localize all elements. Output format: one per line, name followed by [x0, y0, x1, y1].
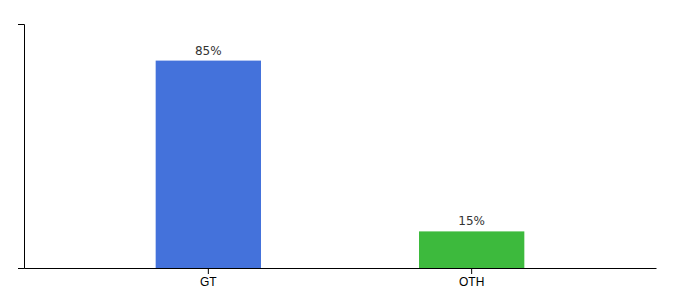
y-axis-line — [18, 25, 25, 269]
x-axis: GT OTH — [25, 268, 657, 289]
x-tick: GT — [200, 268, 217, 289]
x-tick-label: GT — [200, 275, 217, 289]
bar — [156, 61, 261, 268]
x-axis-line — [25, 268, 657, 269]
x-tick-mark — [471, 268, 472, 274]
x-tick-label: OTH — [459, 275, 484, 289]
data-labels: 85% 15% — [195, 44, 485, 229]
bar — [419, 231, 524, 268]
x-tick-mark — [208, 268, 209, 274]
data-label: 85% — [195, 44, 222, 58]
x-tick: OTH — [459, 268, 484, 289]
bars — [156, 61, 525, 268]
chart: GT OTH 85% 15% — [0, 0, 680, 300]
data-label: 15% — [458, 214, 485, 228]
y-axis — [18, 25, 25, 269]
plot: GT OTH 85% 15% — [18, 25, 657, 289]
